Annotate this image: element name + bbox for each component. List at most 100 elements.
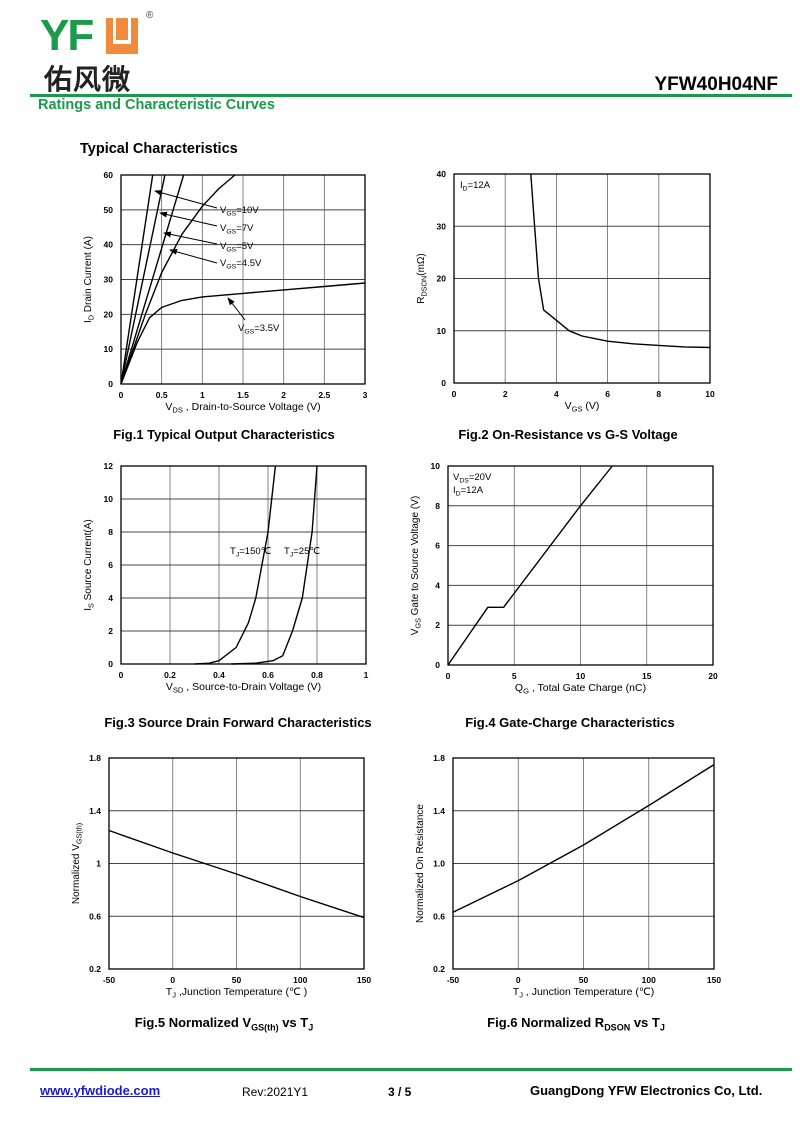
x-axis-label: QG , Total Gate Charge (nC) bbox=[515, 682, 646, 696]
x-tick-label: 15 bbox=[642, 671, 652, 681]
x-axis-label: VDS , Drain-to-Source Voltage (V) bbox=[165, 401, 320, 415]
subtitle: Typical Characteristics bbox=[80, 141, 238, 157]
x-tick-label: 2 bbox=[503, 389, 508, 399]
part-number: YFW40H04NF bbox=[654, 74, 778, 95]
plot-frame bbox=[108, 757, 365, 970]
y-tick-label: 0.6 bbox=[433, 911, 445, 921]
series-line bbox=[120, 282, 366, 385]
x-tick-label: 10 bbox=[576, 671, 586, 681]
annotation: ID=12A bbox=[453, 485, 484, 497]
plot-frame bbox=[452, 757, 715, 970]
x-tick-label: 1.5 bbox=[237, 390, 249, 400]
website-link[interactable]: www.yfwdiode.com bbox=[40, 1083, 161, 1098]
x-tick-label: 0 bbox=[170, 975, 175, 985]
chart-5: -50 0 50 100 150 0.2 0.6 1 1.4 1.8 TJ ,Junction Te… bbox=[71, 753, 371, 1000]
x-tick-label: 150 bbox=[357, 975, 371, 985]
series-line bbox=[120, 174, 154, 385]
annotation-arrow bbox=[227, 297, 246, 321]
x-tick-label: 0.4 bbox=[213, 670, 225, 680]
y-axis-label: Normalized On Resistance bbox=[415, 804, 426, 923]
y-tick-label: 4 bbox=[435, 580, 440, 590]
x-axis-label: VGS (V) bbox=[565, 400, 600, 414]
y-tick-label: 1.0 bbox=[433, 859, 445, 869]
x-tick-label: 0.5 bbox=[156, 390, 168, 400]
y-axis-label: Normalized VGS(th) bbox=[71, 823, 84, 904]
x-tick-label: 3 bbox=[363, 390, 368, 400]
x-tick-label: -50 bbox=[103, 975, 116, 985]
annotation-arrow bbox=[163, 231, 218, 245]
x-tick-label: 1 bbox=[200, 390, 205, 400]
y-tick-label: 1 bbox=[96, 859, 101, 869]
figure-caption: Fig.1 Typical Output Characteristics bbox=[113, 427, 335, 442]
series-line bbox=[120, 174, 166, 385]
x-tick-label: 0.8 bbox=[311, 670, 323, 680]
y-axis-label: ID Drain Current (A) bbox=[83, 236, 96, 323]
chart-1: 0 0.5 1 1.5 2 2.5 30102030405060VGS=10VVGS=7VV… bbox=[83, 170, 368, 415]
x-tick-label: 0 bbox=[452, 389, 457, 399]
x-tick-label: 6 bbox=[605, 389, 610, 399]
annotation-arrow bbox=[169, 248, 218, 264]
y-tick-label: 10 bbox=[104, 494, 114, 504]
x-tick-label: 5 bbox=[512, 671, 517, 681]
x-tick-label: 150 bbox=[707, 975, 721, 985]
y-tick-label: 20 bbox=[437, 274, 447, 284]
y-tick-label: 0.2 bbox=[433, 964, 445, 974]
x-axis-label: VSD , Source-to-Drain Voltage (V) bbox=[166, 681, 321, 695]
section-title: Ratings and Characteristic Curves bbox=[38, 97, 275, 113]
registered-mark: ® bbox=[146, 10, 154, 21]
series-label: VGS=4.5V bbox=[220, 258, 262, 270]
y-tick-label: 6 bbox=[435, 541, 440, 551]
series-label: VGS=10V bbox=[220, 205, 259, 217]
series-label: TJ=150℃ bbox=[230, 546, 272, 558]
y-tick-label: 1.8 bbox=[89, 753, 101, 763]
annotation: ID=12A bbox=[460, 180, 491, 192]
y-tick-label: 12 bbox=[104, 461, 114, 471]
x-tick-label: 2.5 bbox=[318, 390, 330, 400]
y-tick-label: 60 bbox=[104, 170, 114, 180]
y-tick-label: 8 bbox=[108, 527, 113, 537]
series-label: VGS=7V bbox=[220, 223, 254, 235]
figure-caption: Fig.5 Normalized VGS(th) vs TJ bbox=[134, 1015, 314, 1033]
y-tick-label: 4 bbox=[108, 593, 113, 603]
series-line bbox=[231, 465, 318, 665]
logo-chinese: 佑风微 bbox=[44, 64, 132, 95]
x-tick-label: 1 bbox=[364, 670, 369, 680]
revision: Rev:2021Y1 bbox=[242, 1085, 309, 1099]
y-tick-label: 2 bbox=[435, 620, 440, 630]
annotation: VDS=20V bbox=[453, 472, 492, 484]
series-line bbox=[108, 829, 365, 919]
series-label: TJ=25℃ bbox=[284, 546, 320, 558]
chart-2: 0 2 4 6 8 10 0 10 20 30 40 ID=12A VGS (V) RDSON(mΩ) bbox=[416, 169, 715, 414]
y-tick-label: 50 bbox=[104, 205, 114, 215]
y-tick-label: 0 bbox=[435, 660, 440, 670]
series-line bbox=[452, 764, 715, 913]
x-tick-label: 10 bbox=[705, 389, 715, 399]
y-tick-label: 0 bbox=[108, 379, 113, 389]
y-tick-label: 10 bbox=[104, 344, 114, 354]
y-tick-label: 1.4 bbox=[89, 806, 101, 816]
figure-caption: Fig.2 On-Resistance vs G-S Voltage bbox=[458, 427, 678, 442]
y-tick-label: 40 bbox=[437, 169, 447, 179]
logo-u-mark bbox=[106, 18, 138, 54]
x-tick-label: -50 bbox=[447, 975, 460, 985]
logo: YF bbox=[40, 11, 94, 60]
x-tick-label: 0.6 bbox=[262, 670, 274, 680]
y-tick-label: 2 bbox=[108, 626, 113, 636]
y-tick-label: 10 bbox=[431, 461, 441, 471]
series-label: VGS=3.5V bbox=[238, 323, 280, 335]
series-line bbox=[120, 174, 236, 385]
page-number: 3 / 5 bbox=[388, 1085, 412, 1099]
annotation-arrow bbox=[154, 189, 218, 209]
y-tick-label: 0 bbox=[108, 659, 113, 669]
figure-caption: Fig.3 Source Drain Forward Characteristi… bbox=[104, 715, 372, 730]
series-line bbox=[194, 465, 277, 665]
x-tick-label: 50 bbox=[579, 975, 589, 985]
y-tick-label: 10 bbox=[437, 326, 447, 336]
y-tick-label: 40 bbox=[104, 240, 114, 250]
series-line bbox=[447, 465, 613, 666]
plot-frame bbox=[447, 465, 714, 666]
figure-caption: Fig.6 Normalized RDSON vs TJ bbox=[487, 1015, 665, 1033]
series-label: VGS=5V bbox=[220, 241, 254, 253]
x-tick-label: 0 bbox=[446, 671, 451, 681]
